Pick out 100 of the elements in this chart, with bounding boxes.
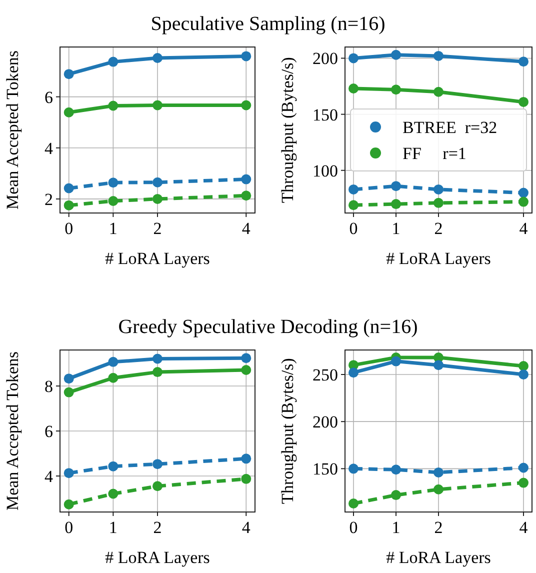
point xyxy=(391,356,401,366)
y-tick-label: 150 xyxy=(312,460,338,479)
x-tick-label: 2 xyxy=(153,219,162,238)
point xyxy=(518,96,528,107)
y-tick-label: 100 xyxy=(312,161,338,180)
x-axis-title: # LoRA Layers xyxy=(386,548,491,567)
point xyxy=(152,354,162,364)
y-axis-title: Throughput (Bytes/s) xyxy=(278,358,297,504)
point xyxy=(434,86,444,97)
x-tick-label: 0 xyxy=(64,219,74,238)
x-tick-label: 2 xyxy=(434,518,443,537)
point xyxy=(391,181,401,192)
point xyxy=(391,464,401,475)
point xyxy=(64,387,74,398)
y-axis-title: Mean Accepted Tokens xyxy=(3,351,22,511)
point xyxy=(241,474,252,484)
point xyxy=(348,53,358,64)
point xyxy=(64,200,74,210)
point xyxy=(518,462,528,473)
point xyxy=(152,194,162,204)
point xyxy=(108,461,118,472)
y-tick-label: 4 xyxy=(44,138,54,158)
point xyxy=(64,468,74,478)
point xyxy=(108,488,118,499)
x-tick-label: 1 xyxy=(392,219,400,238)
y-tick-label: 250 xyxy=(312,365,338,384)
point xyxy=(434,184,444,194)
point xyxy=(241,51,252,62)
point xyxy=(348,184,358,194)
point xyxy=(391,490,401,500)
y-axis-title: Throughput (Bytes/s) xyxy=(278,57,297,203)
point xyxy=(434,198,444,208)
point xyxy=(64,499,74,510)
y-tick-label: 200 xyxy=(312,412,338,432)
y-tick-label: 150 xyxy=(312,105,338,124)
point xyxy=(434,50,444,61)
point xyxy=(241,174,252,184)
point xyxy=(241,100,252,110)
point xyxy=(108,372,118,383)
x-tick-label: 1 xyxy=(392,518,400,537)
point xyxy=(241,190,252,201)
point xyxy=(434,360,444,370)
point xyxy=(108,100,118,111)
point xyxy=(518,478,528,488)
point xyxy=(152,459,162,470)
point xyxy=(391,199,401,210)
legend-label: FF r=1 xyxy=(402,144,466,163)
y-tick-label: 8 xyxy=(44,377,53,396)
x-tick-label: 2 xyxy=(434,219,443,238)
point xyxy=(108,56,118,67)
point xyxy=(152,177,162,188)
x-tick-label: 4 xyxy=(242,518,251,537)
point xyxy=(434,467,444,478)
point xyxy=(108,196,118,206)
point xyxy=(434,484,444,494)
point xyxy=(518,369,528,380)
x-tick-label: 4 xyxy=(519,219,528,238)
y-tick-label: 6 xyxy=(44,88,53,107)
point xyxy=(348,84,358,94)
point xyxy=(108,356,118,367)
x-tick-label: 1 xyxy=(108,219,118,238)
x-tick-label: 1 xyxy=(108,518,118,537)
point xyxy=(152,481,162,492)
x-tick-label: 4 xyxy=(519,518,528,537)
chart-title: Speculative Sampling (n=16) xyxy=(150,13,386,35)
legend-label: BTREE r=32 xyxy=(402,118,498,137)
point xyxy=(391,84,401,95)
point xyxy=(348,368,358,378)
point xyxy=(152,52,162,63)
point xyxy=(241,353,252,364)
point xyxy=(64,183,74,194)
y-axis-title: Mean Accepted Tokens xyxy=(3,50,22,210)
chart-title: Greedy Speculative Decoding (n=16) xyxy=(118,316,418,338)
point xyxy=(518,56,528,67)
point xyxy=(348,464,358,474)
x-axis-title: # LoRA Layers xyxy=(386,249,491,268)
x-tick-label: 0 xyxy=(349,219,358,238)
y-tick-label: 4 xyxy=(44,467,54,486)
point xyxy=(152,367,162,378)
point xyxy=(518,361,528,372)
point xyxy=(241,454,252,464)
point xyxy=(518,196,528,207)
point xyxy=(348,498,358,509)
x-tick-label: 4 xyxy=(242,219,251,238)
point xyxy=(108,178,118,188)
point xyxy=(391,50,401,60)
x-tick-label: 0 xyxy=(64,518,74,537)
point xyxy=(241,365,252,376)
point xyxy=(64,107,74,118)
point xyxy=(348,200,358,210)
point xyxy=(64,69,74,80)
x-axis-title: # LoRA Layers xyxy=(105,249,210,268)
point xyxy=(152,100,162,110)
point xyxy=(64,374,74,384)
y-tick-label: 2 xyxy=(44,190,53,209)
y-tick-label: 200 xyxy=(312,49,338,68)
x-tick-label: 0 xyxy=(349,518,358,537)
x-tick-label: 2 xyxy=(153,518,162,537)
y-tick-label: 6 xyxy=(44,422,53,441)
x-axis-title: # LoRA Layers xyxy=(105,548,210,567)
